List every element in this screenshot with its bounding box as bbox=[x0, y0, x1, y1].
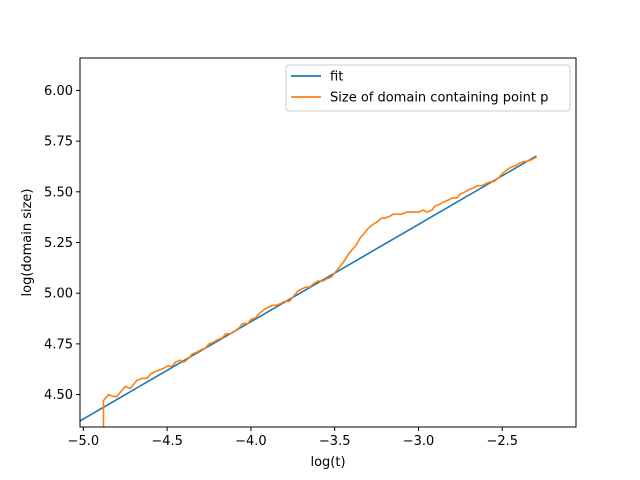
x-tick-label: −4.5 bbox=[151, 434, 183, 449]
y-tick-label: 4.75 bbox=[44, 337, 73, 352]
legend-box bbox=[285, 64, 571, 112]
x-tick-label: −4.0 bbox=[235, 434, 267, 449]
y-tick-label: 6.00 bbox=[44, 84, 73, 99]
x-tick-label: −5.0 bbox=[68, 434, 100, 449]
y-tick-label: 5.25 bbox=[44, 236, 73, 251]
x-tick-label: −3.0 bbox=[403, 434, 435, 449]
legend: fit Size of domain containing point p bbox=[285, 64, 571, 112]
x-axis: −5.0 −4.5 −4.0 −3.5 −3.0 −2.5 bbox=[68, 427, 518, 449]
y-axis-label: log(domain size) bbox=[20, 189, 35, 297]
y-tick-label: 5.50 bbox=[44, 185, 73, 200]
x-tick-label: −3.5 bbox=[319, 434, 351, 449]
series-line-domain-size bbox=[102, 156, 537, 427]
legend-label: Size of domain containing point p bbox=[330, 91, 548, 106]
y-tick-label: 4.50 bbox=[44, 388, 73, 403]
plot-area bbox=[80, 58, 576, 427]
series-line-fit bbox=[80, 155, 537, 422]
series-layer bbox=[80, 155, 537, 427]
legend-label: fit bbox=[330, 70, 343, 85]
y-axis: 4.50 4.75 5.00 5.25 5.50 5.75 6.00 bbox=[44, 84, 80, 403]
y-tick-label: 5.00 bbox=[44, 287, 73, 302]
x-axis-label: log(t) bbox=[310, 455, 345, 470]
y-tick-label: 5.75 bbox=[44, 135, 73, 150]
x-tick-label: −2.5 bbox=[486, 434, 518, 449]
